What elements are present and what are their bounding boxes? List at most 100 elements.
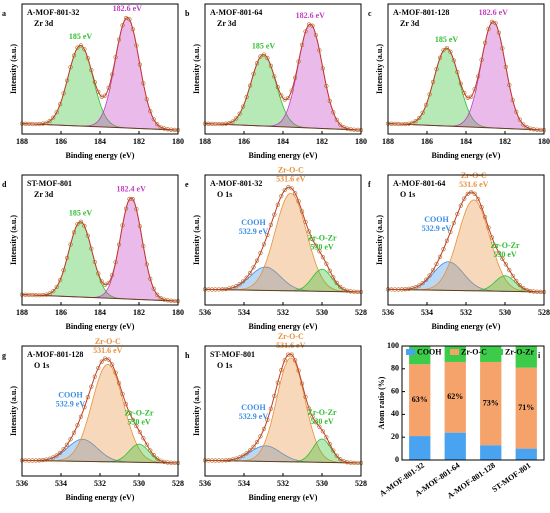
fit-point (244, 451, 249, 456)
fit-point (254, 258, 260, 263)
fit-point (241, 104, 246, 109)
background-line (387, 288, 545, 293)
panel-letter: c (368, 9, 372, 18)
fit-point (517, 117, 522, 122)
fit-point (489, 19, 495, 24)
panel-letter: i (538, 351, 541, 360)
fit-point (486, 26, 491, 32)
fit-point (123, 206, 129, 211)
region-label: Zr 3d (34, 19, 54, 28)
fit-point (448, 229, 453, 235)
background-line (21, 459, 179, 464)
fit-point (241, 453, 246, 458)
fit-point (144, 97, 149, 102)
panel-letter: e (185, 180, 189, 189)
peak-area (205, 54, 361, 131)
fit-point (465, 191, 470, 196)
fit-point (258, 434, 263, 439)
peak-area (205, 269, 361, 292)
fit-point (424, 102, 429, 107)
x-axis-label: Binding energy (eV) (66, 151, 135, 160)
x-tick-label: 182 (133, 308, 145, 317)
x-tick-label: 188 (382, 137, 394, 146)
fit-point (61, 268, 66, 273)
value-label: 73% (483, 398, 499, 407)
fit-point (96, 271, 101, 276)
y-tick-label: 100 (387, 341, 399, 350)
x-tick-label: 180 (172, 308, 184, 317)
fit-point (151, 453, 156, 458)
fit-point (521, 285, 526, 291)
x-axis-label: Binding energy (eV) (66, 493, 135, 502)
bar-segment (444, 432, 466, 460)
fit-point (272, 74, 277, 79)
y-axis-label: Intensity (a.u.) (375, 44, 384, 94)
fit-point (313, 243, 319, 248)
fit-point (247, 448, 253, 453)
peak-area (22, 221, 178, 302)
x-tick-label: 530 (316, 479, 328, 488)
peak-annotation: 185 eV (69, 208, 93, 217)
fit-point (113, 260, 118, 265)
region-label: O 1s (400, 190, 415, 199)
y-tick-label: 60 (391, 386, 399, 395)
fit-point (441, 246, 446, 252)
fit-point (424, 277, 429, 282)
fit-point (462, 196, 467, 201)
fit-point (61, 91, 66, 96)
peak-annotation: 182.6 eV (296, 11, 326, 20)
fit-point (130, 27, 136, 32)
fit-point (103, 282, 108, 287)
fit-point (334, 117, 339, 122)
fit-point (272, 393, 277, 399)
peak-annotation: 182.6 eV (479, 8, 509, 17)
fit-point (282, 358, 287, 363)
peak-annotation: 185 eV (435, 35, 459, 44)
fit-point (134, 423, 139, 429)
peak-name: COOH (58, 391, 83, 400)
fit-point (144, 442, 149, 447)
fit-point (85, 56, 90, 61)
fit-point (510, 273, 515, 278)
fit-point (230, 285, 235, 290)
y-axis-label: Intensity (a.u.) (375, 215, 384, 265)
fit-point (444, 238, 450, 243)
fit-point (331, 110, 336, 115)
fit-point (430, 268, 436, 273)
fit-point (110, 273, 115, 278)
x-axis-label: Binding energy (eV) (249, 151, 318, 160)
x-tick-label: 182 (499, 137, 511, 146)
fit-point (310, 414, 315, 419)
fit-point (68, 437, 73, 442)
fit-point (61, 447, 66, 452)
fit-point (258, 54, 263, 59)
fit-point (331, 275, 336, 280)
x-tick-label: 184 (460, 137, 472, 146)
fit-point (482, 215, 488, 220)
region-label: Zr 3d (34, 190, 54, 199)
fit-point (137, 429, 142, 435)
peak-annotation: 532.9 eV (56, 400, 86, 409)
fit-point (310, 237, 315, 242)
fit-point (137, 62, 142, 67)
peak-annotation: 530 eV (493, 250, 517, 259)
panel-letter: f (368, 180, 371, 189)
fit-point (254, 440, 260, 445)
peak-annotation: 532.9 eV (239, 412, 269, 421)
fit-point (327, 441, 332, 447)
fit-point (462, 90, 467, 96)
fit-point (293, 75, 298, 80)
fit-point (82, 47, 87, 52)
fit-point (306, 406, 312, 411)
fit-point (320, 255, 325, 260)
fit-point (437, 55, 443, 60)
x-tick-label: 534 (421, 308, 433, 317)
x-tick-label: 184 (94, 137, 106, 146)
fit-point (130, 417, 136, 422)
fit-point (427, 92, 432, 97)
fit-point (472, 87, 477, 92)
region-label: Zr 3d (400, 19, 420, 28)
bar-segment (515, 367, 537, 449)
fit-point (434, 66, 439, 72)
fit-point (500, 46, 505, 51)
